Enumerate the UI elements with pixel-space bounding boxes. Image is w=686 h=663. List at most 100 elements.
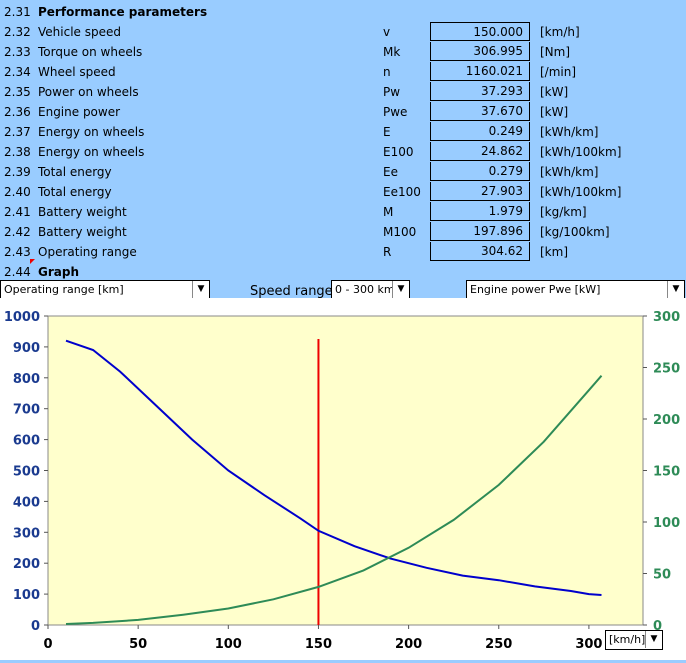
param-unit: [kWh/100km] xyxy=(540,185,622,199)
speed-range-label: Speed range: xyxy=(250,284,338,299)
param-label: Engine power xyxy=(38,105,121,119)
param-label: Torque on wheels xyxy=(38,45,143,59)
param-number: 2.38 xyxy=(4,145,31,159)
y-left-tick-label: 900 xyxy=(13,341,40,356)
plot-area xyxy=(47,315,644,626)
param-symbol: v xyxy=(383,25,391,39)
param-row: 2.33 Torque on wheels Mk 306.995 [Nm] xyxy=(0,42,686,62)
y-right-tick-label: 300 xyxy=(653,310,680,325)
param-unit: [km/h] xyxy=(540,25,580,39)
param-number: 2.32 xyxy=(4,25,31,39)
comment-indicator xyxy=(30,259,35,264)
y-left-tick-label: 600 xyxy=(13,434,40,449)
left-series-select-value: Operating range [km] xyxy=(4,283,124,296)
x-unit-select-value: [km/h] xyxy=(609,633,646,646)
param-symbol: R xyxy=(383,245,392,259)
y-right-tick-label: 50 xyxy=(653,568,671,583)
param-unit: [kW] xyxy=(540,105,569,119)
param-value-cell[interactable]: 0.249 xyxy=(430,122,530,141)
param-value-cell[interactable]: 1160.021 xyxy=(430,62,530,81)
param-value-cell[interactable]: 37.670 xyxy=(430,102,530,121)
graph-section-title: Graph xyxy=(38,265,79,279)
param-symbol: M100 xyxy=(383,225,417,239)
param-label: Vehicle speed xyxy=(38,25,121,39)
x-tick-label: 0 xyxy=(43,637,52,652)
param-number: 2.36 xyxy=(4,105,31,119)
y-left-tick-label: 0 xyxy=(31,619,40,634)
left-series-select[interactable]: Operating range [km] ▼ xyxy=(0,280,210,299)
param-number: 2.35 xyxy=(4,85,31,99)
param-row: 2.37 Energy on wheels E 0.249 [kWh/km] xyxy=(0,122,686,142)
param-symbol: Pwe xyxy=(383,105,408,119)
performance-chart: 0100200300400500600700800900100005010015… xyxy=(4,310,680,652)
param-row: 2.41 Battery weight M 1.979 [kg/km] xyxy=(0,202,686,222)
param-value-cell[interactable]: 150.000 xyxy=(430,22,530,41)
operating-range-series xyxy=(65,339,602,596)
param-row: 2.42 Battery weight M100 197.896 [kg/100km] xyxy=(0,222,686,242)
param-label: Energy on wheels xyxy=(38,125,145,139)
param-symbol: Mk xyxy=(383,45,401,59)
param-symbol: Ee xyxy=(383,165,398,179)
x-tick-label: 300 xyxy=(575,637,602,652)
param-unit: [Nm] xyxy=(540,45,571,59)
param-row: 2.38 Energy on wheels E100 24.862 [kWh/100km… xyxy=(0,142,686,162)
param-row: 2.35 Power on wheels Pw 37.293 [kW] xyxy=(0,82,686,102)
param-value-cell[interactable]: 306.995 xyxy=(430,42,530,61)
y-left-tick-label: 300 xyxy=(13,526,40,541)
chevron-down-icon[interactable]: ▼ xyxy=(392,281,409,298)
param-number: 2.39 xyxy=(4,165,31,179)
chevron-down-icon[interactable]: ▼ xyxy=(192,281,209,298)
x-tick-label: 200 xyxy=(395,637,422,652)
param-unit: [kg/100km] xyxy=(540,225,610,239)
param-unit: [kWh/100km] xyxy=(540,145,622,159)
right-series-select-value: Engine power Pwe [kW] xyxy=(470,283,601,296)
x-unit-select[interactable]: [km/h] ▼ xyxy=(605,630,663,650)
section-header: 2.31 Performance parameters xyxy=(0,2,686,22)
param-number: 2.37 xyxy=(4,125,31,139)
param-label: Wheel speed xyxy=(38,65,116,79)
param-symbol: n xyxy=(383,65,391,79)
param-number: 2.41 xyxy=(4,205,31,219)
right-series-select[interactable]: Engine power Pwe [kW] ▼ xyxy=(466,280,685,299)
param-value-cell[interactable]: 1.979 xyxy=(430,202,530,221)
y-right-tick-label: 250 xyxy=(653,362,680,377)
param-label: Power on wheels xyxy=(38,85,139,99)
param-value-cell[interactable]: 304.62 xyxy=(430,242,530,261)
param-value-cell[interactable]: 24.862 xyxy=(430,142,530,161)
param-unit: [kWh/km] xyxy=(540,165,599,179)
param-label: Battery weight xyxy=(38,205,127,219)
speed-range-select-value: 0 - 300 km/h xyxy=(335,283,406,296)
param-unit: [/min] xyxy=(540,65,577,79)
param-number: 2.43 xyxy=(4,245,31,259)
chevron-down-icon[interactable]: ▼ xyxy=(645,631,662,648)
chart-container: 0 100 200 300 400 500 600 700 800 900 1000 0 50 100 15… xyxy=(0,298,686,660)
param-number: 2.33 xyxy=(4,45,31,59)
engine-power-series xyxy=(65,375,603,625)
param-value-cell[interactable]: 197.896 xyxy=(430,222,530,241)
speed-range-select[interactable]: 0 - 300 km/h ▼ xyxy=(331,280,410,299)
param-unit: [kW] xyxy=(540,85,569,99)
y-right-tick-label: 0 xyxy=(653,619,662,634)
param-unit: [km] xyxy=(540,245,569,259)
param-label: Total energy xyxy=(38,185,112,199)
param-number: 2.42 xyxy=(4,225,31,239)
param-unit: [kg/km] xyxy=(540,205,587,219)
x-tick-label: 150 xyxy=(305,637,332,652)
param-label: Energy on wheels xyxy=(38,145,145,159)
param-label: Battery weight xyxy=(38,225,127,239)
param-value-cell[interactable]: 37.293 xyxy=(430,82,530,101)
y-left-tick-label: 500 xyxy=(13,465,40,480)
y-right-tick-label: 100 xyxy=(653,516,680,531)
param-value-cell[interactable]: 0.279 xyxy=(430,162,530,181)
param-label: Operating range xyxy=(38,245,137,259)
param-symbol: Ee100 xyxy=(383,185,421,199)
param-value-cell[interactable]: 27.903 xyxy=(430,182,530,201)
section-number: 2.31 xyxy=(4,5,31,19)
section-title: Performance parameters xyxy=(38,5,208,19)
param-symbol: M xyxy=(383,205,394,219)
y-right-tick-label: 200 xyxy=(653,413,680,428)
x-tick-label: 250 xyxy=(485,637,512,652)
y-left-tick-label: 200 xyxy=(13,557,40,572)
chevron-down-icon[interactable]: ▼ xyxy=(667,281,684,298)
y-left-tick-label: 400 xyxy=(13,495,40,510)
